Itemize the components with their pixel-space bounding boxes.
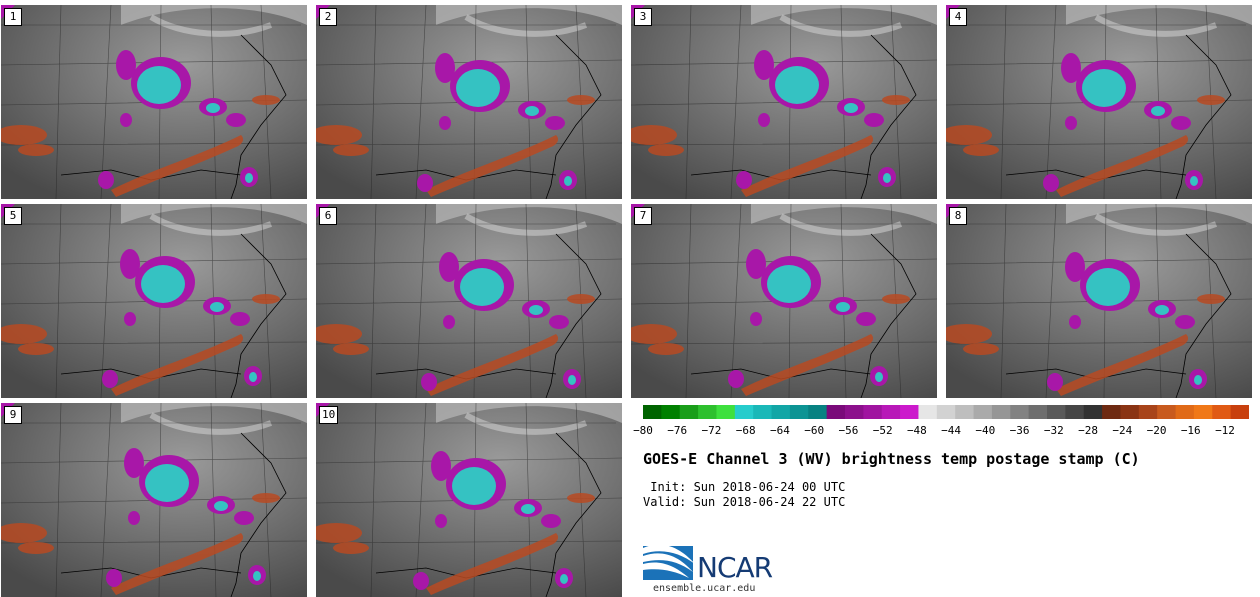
colorbar-swatch <box>734 405 754 419</box>
colorbar-swatch <box>753 405 773 419</box>
colorbar-swatch <box>1157 405 1177 419</box>
colorbar-swatch <box>1193 405 1213 419</box>
logo-wordmark: NCAR <box>697 551 773 584</box>
panel-number: 3 <box>634 8 652 26</box>
panel-number: 1 <box>4 8 22 26</box>
colorbar-swatch <box>863 405 883 419</box>
colorbar-tick-label: −52 <box>872 424 893 437</box>
colorbar-swatch <box>1047 405 1066 419</box>
valid-time: Valid: Sun 2018-06-24 22 UTC <box>643 495 846 509</box>
colorbar-tick-label: −44 <box>941 424 962 437</box>
colorbar-swatch <box>845 405 864 419</box>
colorbar-swatch <box>771 405 791 419</box>
map-panel-9: 9 <box>1 403 307 597</box>
colorbar-swatch <box>679 405 699 419</box>
colorbar-tick-label: −24 <box>1112 424 1133 437</box>
colorbar-swatch <box>1230 405 1249 419</box>
map-panel-6: 6 <box>316 204 622 398</box>
figure-title: GOES-E Channel 3 (WV) brightness temp po… <box>643 450 1140 468</box>
map-panel-8: 8 <box>946 204 1252 398</box>
colorbar-tick-label: −68 <box>735 424 756 437</box>
colorbar-swatch <box>1102 405 1121 419</box>
map-panel-4: 4 <box>946 5 1252 199</box>
panel-number: 2 <box>319 8 337 26</box>
colorbar-swatch <box>881 405 901 419</box>
colorbar <box>643 405 1249 419</box>
colorbar-tick-label: −28 <box>1078 424 1098 437</box>
colorbar-swatch <box>955 405 975 419</box>
colorbar-swatch <box>918 405 938 419</box>
panel-number: 10 <box>319 406 339 424</box>
map-panel-1: 1 <box>1 5 307 199</box>
colorbar-tick-label: −12 <box>1215 424 1235 437</box>
panel-number: 7 <box>634 207 652 225</box>
colorbar-tick-label: −64 <box>770 424 790 437</box>
map-panel-3: 3 <box>631 5 937 199</box>
colorbar-swatch <box>936 405 956 419</box>
panel-number: 8 <box>949 207 967 225</box>
colorbar-swatch <box>698 405 717 419</box>
colorbar-swatch <box>900 405 919 419</box>
colorbar-swatch <box>1028 405 1048 419</box>
colorbar-swatch <box>1175 405 1195 419</box>
colorbar-swatch <box>1212 405 1232 419</box>
colorbar-tick-label: −40 <box>975 424 996 437</box>
colorbar-tick-label: −76 <box>667 424 688 437</box>
ncar-logo-icon <box>643 540 793 590</box>
colorbar-swatch <box>1120 405 1140 419</box>
map-panel-2: 2 <box>316 5 622 199</box>
colorbar-swatch <box>716 405 736 419</box>
colorbar-swatch <box>991 405 1011 419</box>
colorbar-swatch <box>661 405 681 419</box>
colorbar-tick-label: −80 <box>633 424 653 437</box>
panel-number: 4 <box>949 8 967 26</box>
colorbar-swatch <box>1065 405 1085 419</box>
colorbar-tick-label: −16 <box>1180 424 1201 437</box>
logo-url: ensemble.ucar.edu <box>653 583 756 594</box>
colorbar-swatch <box>789 405 809 419</box>
colorbar-swatch <box>826 405 846 419</box>
colorbar-swatch <box>643 405 662 419</box>
panel-number: 6 <box>319 207 337 225</box>
colorbar-tick-label: −48 <box>906 424 927 437</box>
colorbar-tick-label: −72 <box>701 424 722 437</box>
colorbar-swatch <box>1083 405 1103 419</box>
colorbar-tick-label: −56 <box>838 424 859 437</box>
map-panel-7: 7 <box>631 204 937 398</box>
colorbar-swatch <box>808 405 828 419</box>
colorbar-swatch <box>973 405 993 419</box>
map-panel-10: 10 <box>316 403 622 597</box>
colorbar-tick-label: −36 <box>1009 424 1030 437</box>
init-time: Init: Sun 2018-06-24 00 UTC <box>643 480 846 494</box>
colorbar-swatch <box>1138 405 1158 419</box>
colorbar-swatch <box>1010 405 1030 419</box>
panel-number: 5 <box>4 207 22 225</box>
map-panel-5: 5 <box>1 204 307 398</box>
panel-number: 9 <box>4 406 22 424</box>
colorbar-tick-label: −60 <box>804 424 825 437</box>
colorbar-tick-label: −32 <box>1043 424 1064 437</box>
colorbar-tick-label: −20 <box>1146 424 1167 437</box>
